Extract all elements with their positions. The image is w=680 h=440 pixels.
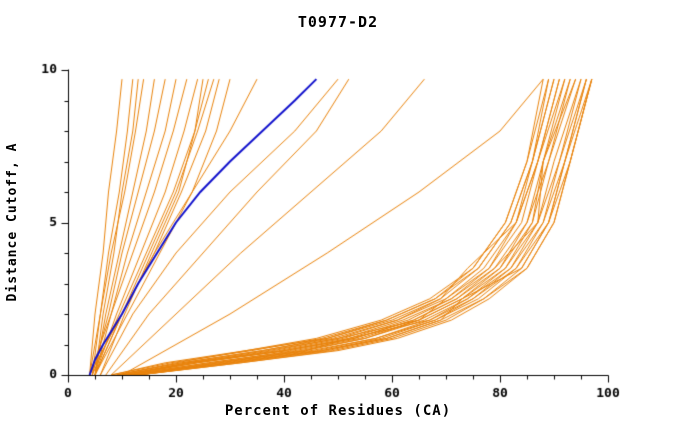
y-axis-label: Distance Cutoff, A [5,142,20,302]
x-axis-label: Percent of Residues (CA) [224,403,452,419]
chart-title: T0977-D2 [297,13,379,31]
